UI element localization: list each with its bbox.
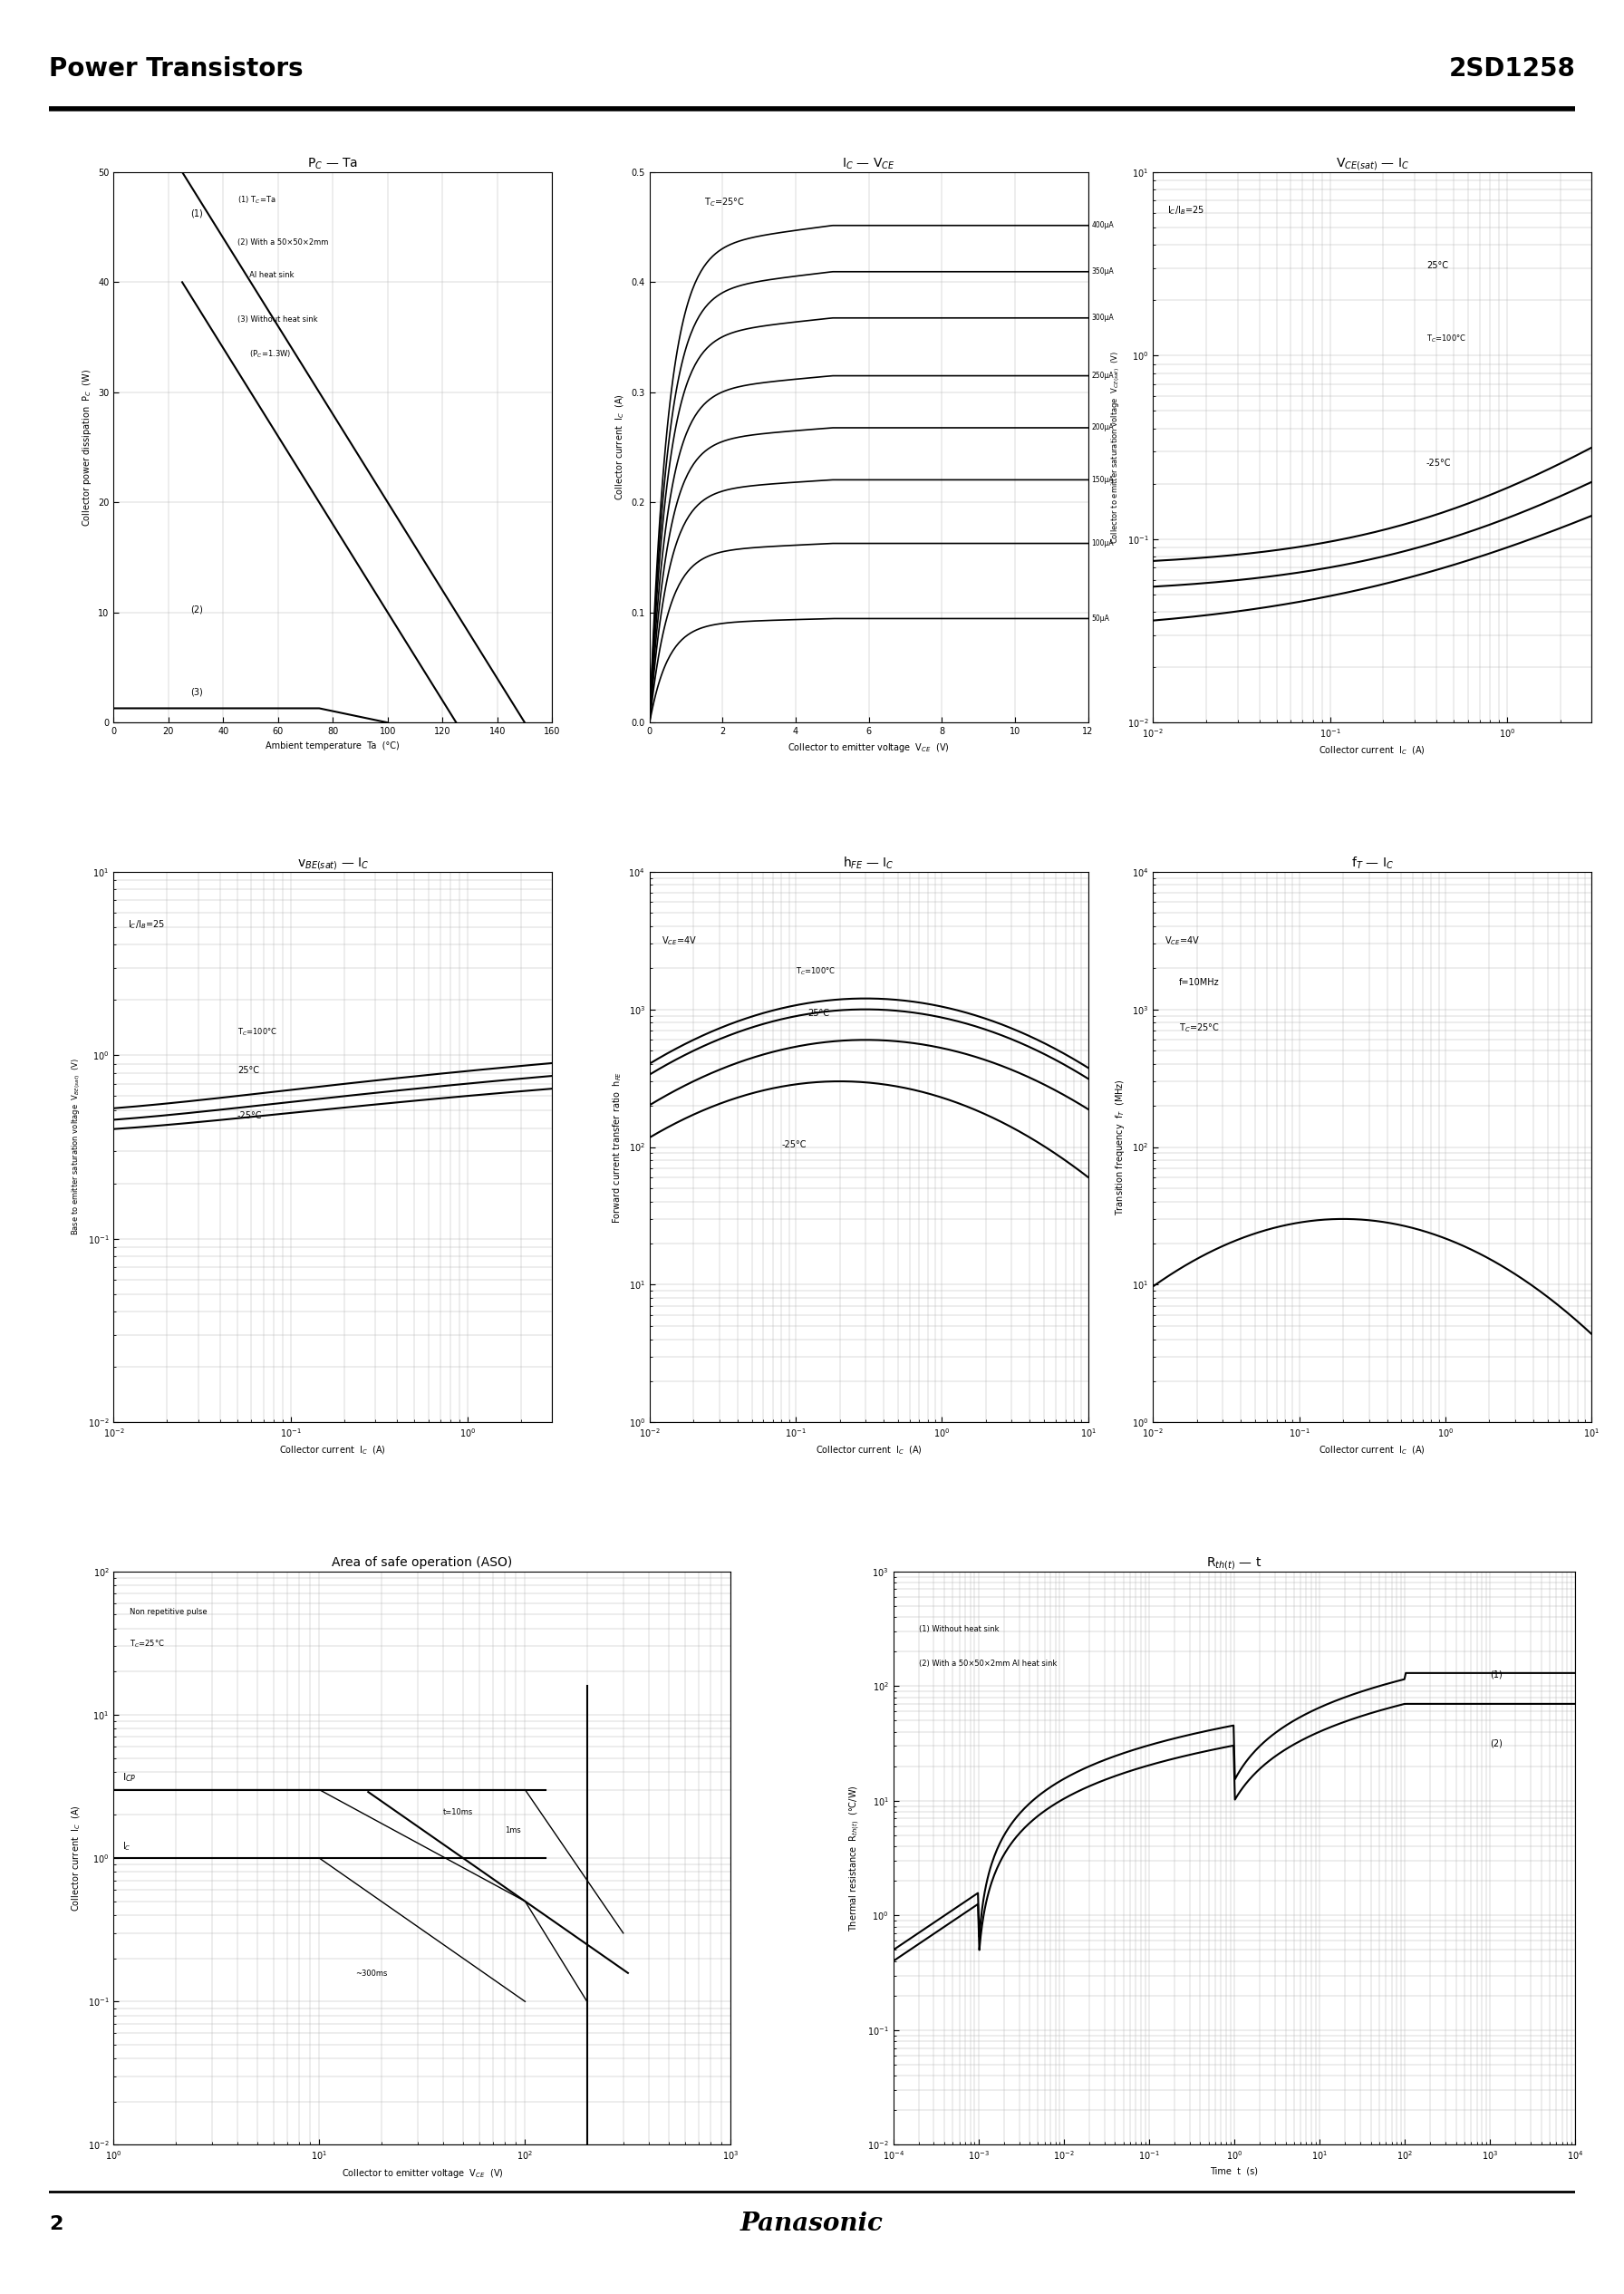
Text: 350μA: 350μA (1091, 268, 1114, 275)
Text: I$_C$: I$_C$ (122, 1840, 132, 1854)
Text: T$_C$=25°C: T$_C$=25°C (1179, 1021, 1220, 1035)
Text: (2) With a 50×50×2mm: (2) With a 50×50×2mm (237, 239, 328, 245)
Text: (1) Without heat sink: (1) Without heat sink (919, 1624, 999, 1633)
Text: (2) With a 50×50×2mm Al heat sink: (2) With a 50×50×2mm Al heat sink (919, 1659, 1057, 1668)
Text: 300μA: 300μA (1091, 314, 1114, 321)
Text: (2): (2) (190, 606, 203, 615)
Text: T$_C$=100°C: T$_C$=100°C (1426, 333, 1466, 344)
Text: Panasonic: Panasonic (741, 2211, 883, 2237)
(1) (1289, 1704, 1309, 1732)
Text: V$_{CE}$=4V: V$_{CE}$=4V (661, 934, 697, 947)
X-axis label: Collector current  I$_C$  (A): Collector current I$_C$ (A) (815, 1445, 922, 1457)
Text: I$_C$/I$_B$=25: I$_C$/I$_B$=25 (128, 918, 166, 931)
(1) (883, 1936, 903, 1964)
Text: 2: 2 (49, 2216, 63, 2232)
Y-axis label: Collector current  I$_C$  (A): Collector current I$_C$ (A) (614, 395, 627, 500)
Y-axis label: Base to emitter saturation voltage  V$_{BE(sat)}$  (V): Base to emitter saturation voltage V$_{B… (70, 1058, 83, 1236)
Text: 200μA: 200μA (1091, 424, 1114, 431)
Text: f=10MHz: f=10MHz (1179, 977, 1220, 986)
Text: T$_C$=100°C: T$_C$=100°C (237, 1025, 278, 1037)
X-axis label: Collector current  I$_C$  (A): Collector current I$_C$ (A) (279, 1445, 387, 1457)
Line: (1): (1) (893, 1672, 1575, 1950)
Y-axis label: Transition frequency  f$_T$  (MHz): Transition frequency f$_T$ (MHz) (1114, 1078, 1127, 1216)
Text: 150μA: 150μA (1091, 475, 1114, 484)
Text: 25°C: 25°C (807, 1009, 830, 1019)
Title: R$_{th(t)}$ — t: R$_{th(t)}$ — t (1207, 1555, 1262, 1571)
Text: Al heat sink: Al heat sink (237, 271, 294, 280)
X-axis label: Time  t  (s): Time t (s) (1210, 2168, 1259, 2177)
Text: 2SD1258: 2SD1258 (1449, 55, 1575, 83)
X-axis label: Collector current  I$_C$  (A): Collector current I$_C$ (A) (1319, 1445, 1426, 1457)
Text: (1) T$_C$=Ta: (1) T$_C$=Ta (237, 195, 276, 206)
X-axis label: Ambient temperature  Ta  (°C): Ambient temperature Ta (°C) (266, 741, 400, 750)
Title: V$_{CE(sat)}$ — I$_C$: V$_{CE(sat)}$ — I$_C$ (1335, 156, 1410, 172)
Text: Power Transistors: Power Transistors (49, 55, 304, 83)
Text: -25°C: -25°C (781, 1140, 807, 1149)
Text: (1): (1) (1491, 1670, 1502, 1679)
(2) (1289, 1727, 1309, 1755)
(1) (1252, 1730, 1272, 1757)
Y-axis label: Thermal resistance  R$_{th(t)}$  (°C/W): Thermal resistance R$_{th(t)}$ (°C/W) (848, 1785, 862, 1932)
Title: v$_{BE(sat)}$ — I$_C$: v$_{BE(sat)}$ — I$_C$ (297, 856, 369, 872)
Text: ~300ms: ~300ms (356, 1971, 388, 1977)
Line: (2): (2) (893, 1704, 1575, 1961)
Text: T$_C$=100°C: T$_C$=100°C (796, 966, 836, 977)
(2) (1566, 1691, 1585, 1718)
X-axis label: Collector to emitter voltage  V$_{CE}$  (V): Collector to emitter voltage V$_{CE}$ (V… (341, 2168, 503, 2179)
Text: (2): (2) (1491, 1739, 1502, 1748)
Text: 25°C: 25°C (1426, 262, 1449, 271)
Text: -25°C: -25°C (237, 1113, 263, 1122)
(2) (1444, 1691, 1463, 1718)
Text: V$_{CE}$=4V: V$_{CE}$=4V (1164, 934, 1200, 947)
(1) (1212, 1714, 1231, 1741)
Text: 400μA: 400μA (1091, 223, 1114, 229)
Y-axis label: Collector power dissipation  P$_C$  (W): Collector power dissipation P$_C$ (W) (80, 369, 93, 525)
(1) (1207, 1716, 1226, 1743)
Y-axis label: Collector current  I$_C$  (A): Collector current I$_C$ (A) (70, 1805, 83, 1911)
(1) (1444, 1659, 1463, 1686)
X-axis label: Collector to emitter voltage  V$_{CE}$  (V): Collector to emitter voltage V$_{CE}$ (V… (788, 741, 950, 755)
(2) (1252, 1753, 1272, 1780)
Text: (P$_C$=1.3W): (P$_C$=1.3W) (237, 349, 291, 360)
(2) (1397, 1691, 1416, 1718)
X-axis label: Collector current  I$_C$  (A): Collector current I$_C$ (A) (1319, 746, 1426, 757)
(1) (1551, 1659, 1570, 1686)
Text: T$_C$=25°C: T$_C$=25°C (130, 1638, 166, 1649)
Text: t=10ms: t=10ms (443, 1808, 473, 1817)
Title: f$_T$ — I$_C$: f$_T$ — I$_C$ (1351, 856, 1393, 872)
Text: (3): (3) (190, 688, 203, 697)
Text: I$_{CP}$: I$_{CP}$ (122, 1771, 136, 1782)
Text: 50μA: 50μA (1091, 615, 1109, 622)
Y-axis label: Forward current transfer ratio  h$_{FE}$: Forward current transfer ratio h$_{FE}$ (611, 1071, 624, 1223)
Title: P$_C$ — Ta: P$_C$ — Ta (307, 156, 359, 172)
Text: (1): (1) (190, 209, 203, 218)
Text: T$_C$=25°C: T$_C$=25°C (705, 195, 745, 209)
Text: 1ms: 1ms (505, 1826, 521, 1835)
Title: h$_{FE}$ — I$_C$: h$_{FE}$ — I$_C$ (843, 856, 895, 872)
(2) (1207, 1734, 1226, 1762)
Title: I$_C$ — V$_{CE}$: I$_C$ — V$_{CE}$ (843, 156, 895, 172)
Title: Area of safe operation (ASO): Area of safe operation (ASO) (331, 1555, 513, 1569)
(1) (1566, 1659, 1585, 1686)
Text: Non repetitive pulse: Non repetitive pulse (130, 1608, 208, 1617)
(2) (1551, 1691, 1570, 1718)
Text: 100μA: 100μA (1091, 539, 1114, 548)
Text: 250μA: 250μA (1091, 372, 1114, 381)
(2) (883, 1948, 903, 1975)
Text: 25°C: 25°C (237, 1067, 260, 1076)
Text: (3) Without heat sink: (3) Without heat sink (237, 314, 317, 323)
Y-axis label: Collector to emitter saturation voltage  V$_{CE(sat)}$  (V): Collector to emitter saturation voltage … (1109, 351, 1122, 544)
Text: I$_C$/I$_B$=25: I$_C$/I$_B$=25 (1168, 204, 1205, 216)
Text: -25°C: -25°C (1426, 459, 1452, 468)
(2) (1212, 1734, 1231, 1762)
(1) (1397, 1659, 1416, 1686)
